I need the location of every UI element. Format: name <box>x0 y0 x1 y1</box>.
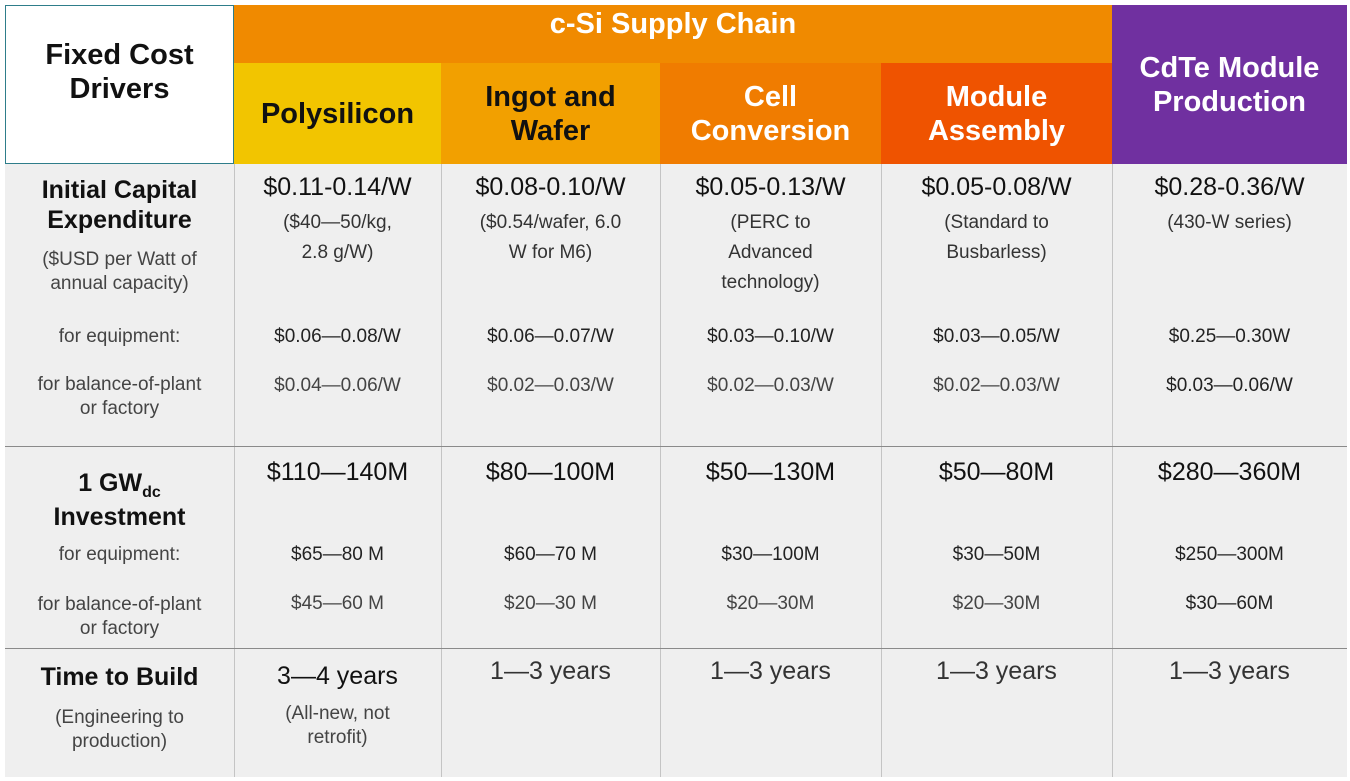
capex-equipment: $0.25—0.30W <box>1168 326 1291 347</box>
capex-bop: $0.02—0.03/W <box>933 375 1060 396</box>
investment-total: $50—130M <box>705 458 836 486</box>
build-total: 1—3 years <box>710 657 831 685</box>
capex-bop: $0.04—0.06/W <box>274 375 401 396</box>
capex-bop: $0.03—0.06/W <box>1166 375 1293 396</box>
investment-bop-label: for balance-of-plant or factory <box>37 594 202 639</box>
investment-bop: $20—30 M <box>504 593 597 614</box>
capex-equipment-label: for equipment: <box>58 326 181 347</box>
build-label-sub: (Engineering to production) <box>55 707 184 752</box>
build-label: Time to Build <box>40 663 199 691</box>
ingot-wafer-header: Ingot and Wafer <box>441 63 660 164</box>
investment-total: $80—100M <box>485 458 616 486</box>
table-body <box>5 164 1347 777</box>
gw-text: 1 GW <box>78 469 143 497</box>
capex-bop: $0.02—0.03/W <box>487 375 614 396</box>
drivers-header-cell <box>5 5 234 164</box>
investment-total: $280—360M <box>1157 458 1302 486</box>
fixed-cost-drivers-title: Fixed Cost Drivers <box>45 39 194 105</box>
investment-total: $50—80M <box>938 458 1055 486</box>
capex-note: (Standard to Busbarless) <box>944 212 1049 263</box>
capex-label: Initial Capital Expenditure <box>41 176 198 234</box>
build-total: 1—3 years <box>1169 657 1290 685</box>
capex-bop-label: for balance-of-plant or factory <box>37 374 202 419</box>
investment-equipment-label: for equipment: <box>58 544 181 565</box>
build-total: 1—3 years <box>490 657 611 685</box>
capex-note: ($40—50/kg, 2.8 g/W) <box>283 212 392 263</box>
csi-supply-chain-header: c-Si Supply Chain <box>234 5 1112 63</box>
investment-equipment: $30—100M <box>721 544 820 565</box>
capex-equipment: $0.06—0.08/W <box>274 326 401 347</box>
capex-equipment: $0.06—0.07/W <box>487 326 614 347</box>
cell-conversion-header: Cell Conversion <box>660 63 881 164</box>
investment-equipment: $30—50M <box>952 544 1041 565</box>
investment-total: $110—140M <box>266 458 409 486</box>
capex-note: (430-W series) <box>1167 212 1292 233</box>
module-assembly-label: Module Assembly <box>927 80 1065 147</box>
capex-total: $0.11-0.14/W <box>263 173 412 201</box>
polysilicon-label: Polysilicon <box>260 97 415 130</box>
cost-drivers-table: c-Si Supply Chain Polysilicon Ingot and … <box>5 5 1347 777</box>
cell-conversion-label: Cell Conversion <box>690 80 851 147</box>
cdte-label: CdTe Module Production <box>1139 51 1320 118</box>
build-note: (All-new, not retrofit) <box>285 703 390 748</box>
capex-note: ($0.54/wafer, 6.0 W for M6) <box>479 212 622 263</box>
csi-supply-chain-label: c-Si Supply Chain <box>549 8 797 40</box>
capex-label-sub: ($USD per Watt of annual capacity) <box>42 249 197 294</box>
capex-total: $0.08-0.10/W <box>475 173 626 201</box>
investment-equipment: $250—300M <box>1175 544 1284 565</box>
module-assembly-header: Module Assembly <box>881 63 1112 164</box>
capex-total: $0.28-0.36/W <box>1154 173 1305 201</box>
investment-label: Investment <box>53 503 186 531</box>
investment-equipment: $65—80 M <box>291 544 384 565</box>
dc-subscript: dc <box>142 484 161 501</box>
capex-total: $0.05-0.08/W <box>921 173 1072 201</box>
investment-bop: $30—60M <box>1185 593 1274 614</box>
investment-bop: $20—30M <box>952 593 1041 614</box>
capex-note: (PERC to Advanced technology) <box>721 212 820 293</box>
capex-total: $0.05-0.13/W <box>695 173 846 201</box>
investment-bop: $20—30M <box>726 593 815 614</box>
capex-equipment: $0.03—0.05/W <box>933 326 1060 347</box>
build-total: 1—3 years <box>936 657 1057 685</box>
build-total: 3—4 years <box>277 662 398 690</box>
capex-equipment: $0.03—0.10/W <box>707 326 834 347</box>
polysilicon-header: Polysilicon <box>234 63 441 164</box>
ingot-wafer-label: Ingot and Wafer <box>485 80 616 147</box>
investment-label-gw: 1 GWdc <box>5 468 234 508</box>
investment-bop: $45—60 M <box>291 593 384 614</box>
investment-equipment: $60—70 M <box>504 544 597 565</box>
capex-bop: $0.02—0.03/W <box>707 375 834 396</box>
cdte-header: CdTe Module Production <box>1112 5 1347 164</box>
